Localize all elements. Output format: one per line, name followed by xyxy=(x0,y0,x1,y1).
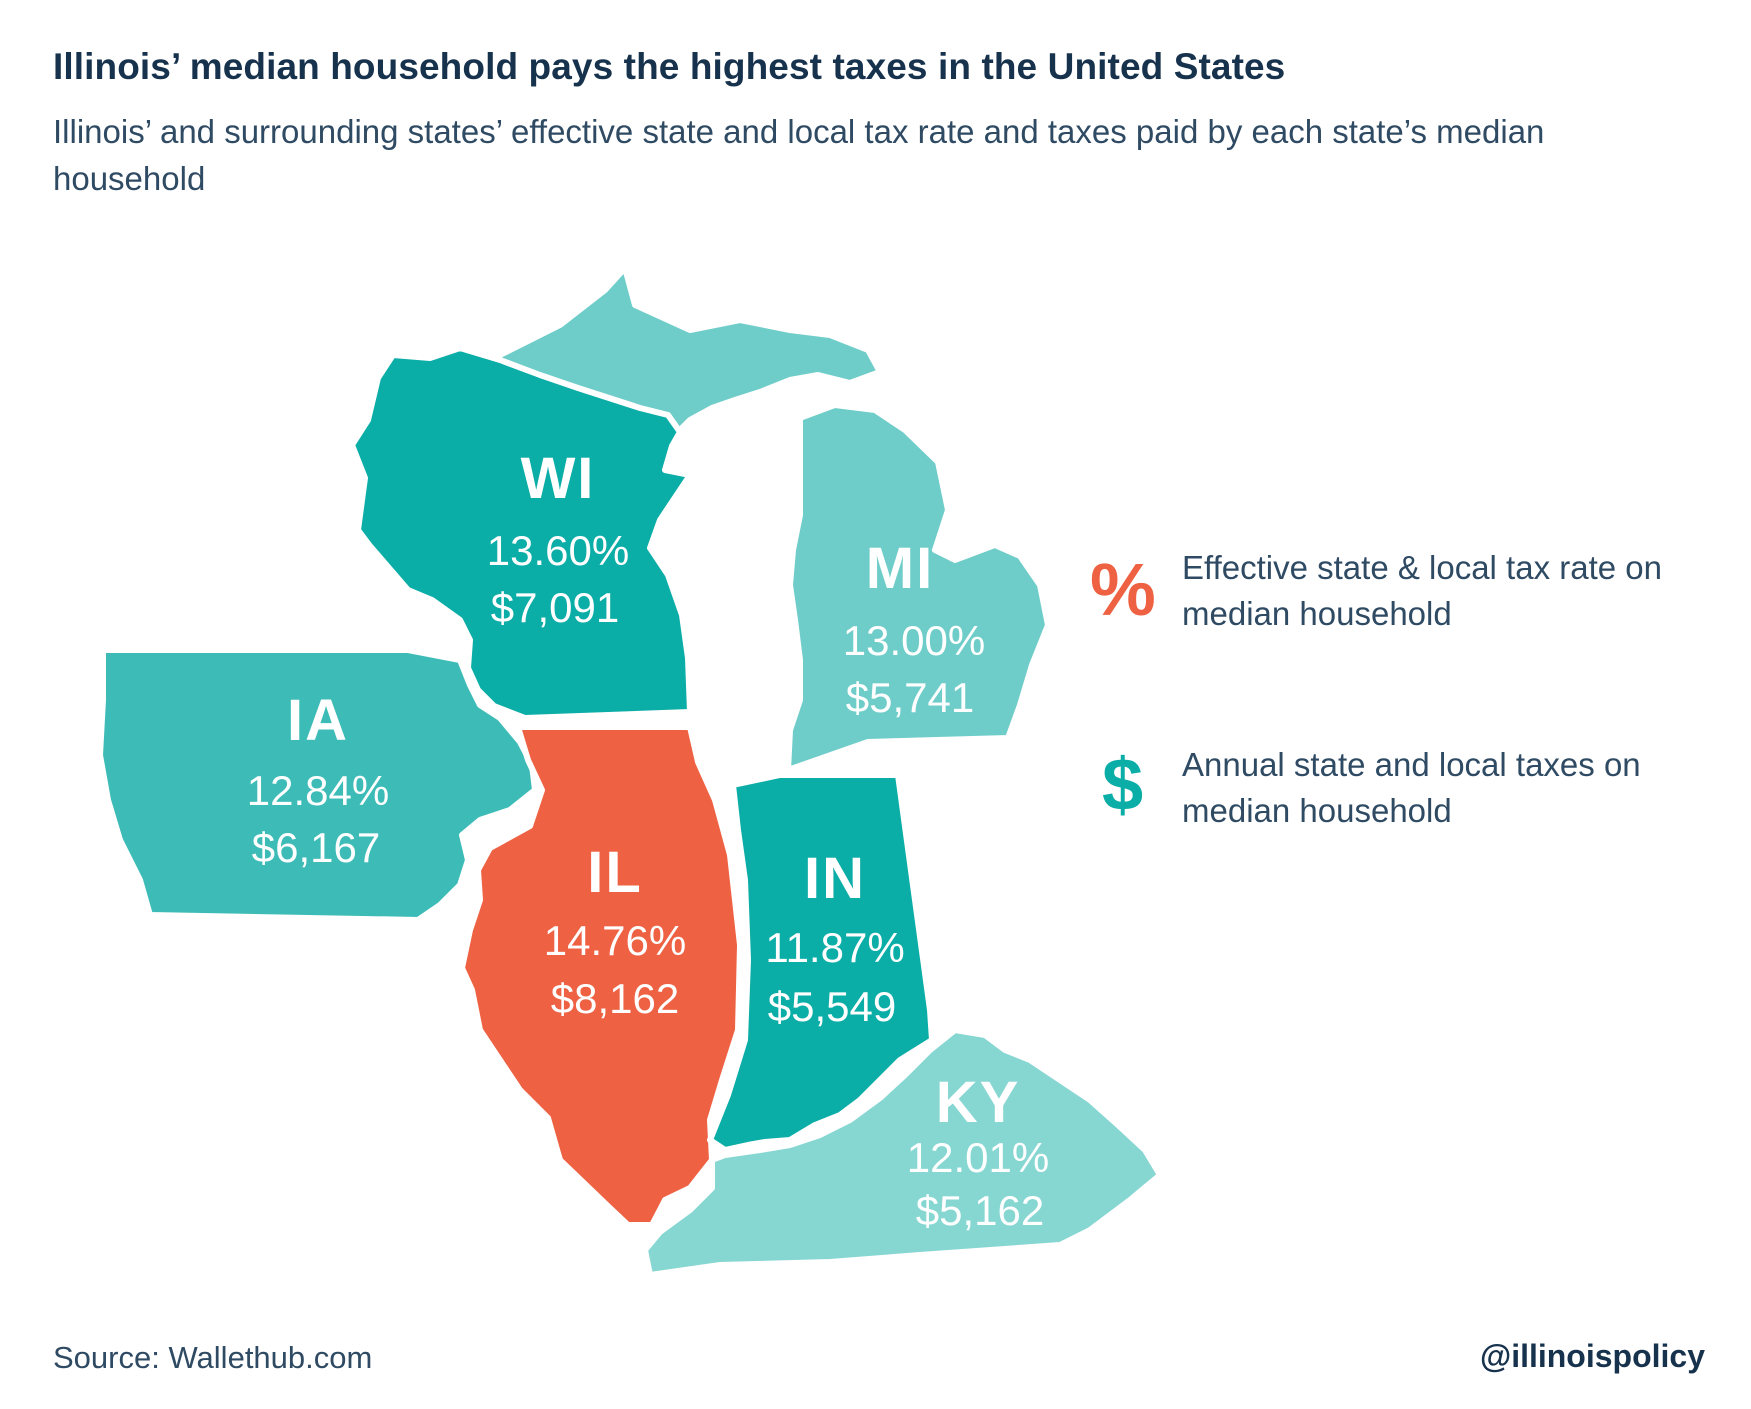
state-label-wi: WI xyxy=(521,446,596,511)
state-shape-in[interactable] xyxy=(707,772,935,1153)
state-taxes-ia: $6,167 xyxy=(252,824,380,871)
state-label-ia: IA xyxy=(287,688,349,753)
state-label-in: IN xyxy=(804,846,866,911)
source-note: Source: Wallethub.com xyxy=(53,1340,373,1375)
state-rate-wi: 13.60% xyxy=(487,527,629,574)
legend-label-taxes: Annual state and local taxes on median h… xyxy=(1182,746,1641,829)
chart-title: Illinois’ median household pays the high… xyxy=(53,46,1286,87)
state-taxes-ky: $5,162 xyxy=(916,1187,1044,1234)
legend-label-rate: Effective state & local tax rate on medi… xyxy=(1182,549,1662,632)
state-shape-wi[interactable] xyxy=(349,345,693,721)
state-taxes-il: $8,162 xyxy=(551,975,679,1022)
state-taxes-mi: $5,741 xyxy=(846,674,974,721)
percent-icon: % xyxy=(1090,548,1156,631)
state-label-ky: KY xyxy=(936,1070,1021,1135)
state-rate-ia: 12.84% xyxy=(247,767,389,814)
state-taxes-wi: $7,091 xyxy=(491,584,619,631)
dollar-icon: $ xyxy=(1102,743,1144,826)
chart-subtitle: Illinois’ and surrounding states’ effect… xyxy=(53,113,1545,197)
state-shape-ia[interactable] xyxy=(97,647,538,923)
state-label-mi: MI xyxy=(866,536,934,601)
state-rate-mi: 13.00% xyxy=(843,617,985,664)
state-taxes-in: $5,549 xyxy=(768,983,896,1030)
state-shape-ky[interactable] xyxy=(642,1027,1163,1278)
social-handle: @illinoispolicy xyxy=(1479,1338,1705,1374)
state-rate-ky: 12.01% xyxy=(907,1134,1049,1181)
state-shape-il[interactable] xyxy=(459,724,743,1228)
state-shape-mi[interactable] xyxy=(785,402,1051,773)
state-rate-in: 11.87% xyxy=(765,924,904,971)
state-label-il: IL xyxy=(587,840,643,905)
state-rate-il: 14.76% xyxy=(544,917,686,964)
